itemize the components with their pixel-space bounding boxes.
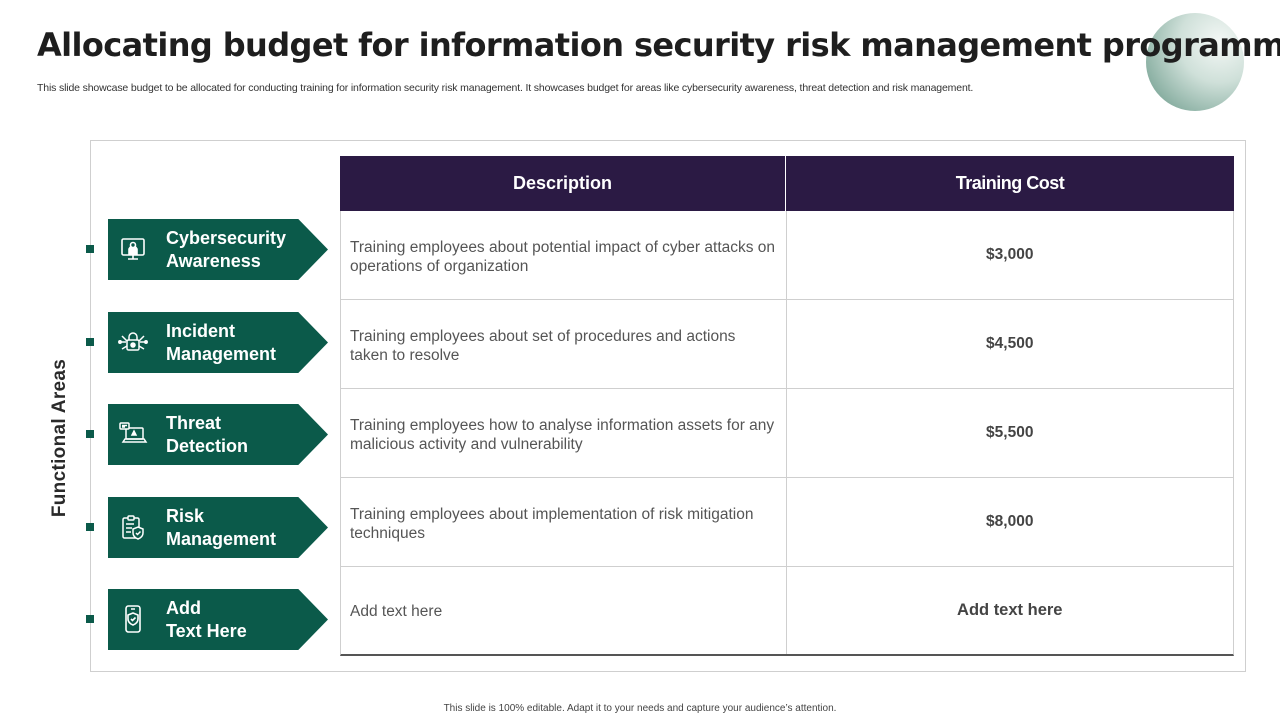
- padlock-network-icon: [118, 327, 148, 357]
- description-cell: Training employees how to analyse inform…: [341, 389, 787, 477]
- area-label: Risk Management: [166, 506, 277, 549]
- area-label: Threat Detection: [166, 413, 249, 456]
- description-cell: Training employees about set of procedur…: [341, 300, 787, 388]
- description-cell: Add text here: [341, 567, 787, 654]
- page-subtitle: This slide showcase budget to be allocat…: [37, 82, 974, 94]
- area-tag-threat-detection: Threat Detection: [108, 404, 328, 465]
- table-row: Add text here Add text here: [340, 567, 1234, 656]
- area-bullet: [86, 338, 94, 346]
- content-frame: [90, 140, 1246, 672]
- area-tag-cybersecurity-awareness: Cybersecurity Awareness: [108, 219, 328, 280]
- column-header-description: Description: [340, 156, 786, 211]
- column-header-training-cost: Training Cost: [955, 173, 1065, 193]
- cost-cell: $3,000: [986, 246, 1034, 263]
- footer-note: This slide is 100% editable. Adapt it to…: [443, 703, 837, 714]
- area-bullet: [86, 523, 94, 531]
- cost-cell: Add text here: [957, 601, 1063, 619]
- page-title: Allocating budget for information securi…: [37, 26, 1280, 64]
- area-label: Incident Management: [166, 321, 277, 364]
- mobile-shield-icon: [118, 604, 148, 634]
- hacker-screen-icon: [118, 234, 148, 264]
- laptop-alert-icon: [118, 419, 148, 449]
- area-tag-risk-management: Risk Management: [108, 497, 328, 558]
- area-label: Add Text Here: [166, 598, 247, 641]
- area-bullet: [86, 245, 94, 253]
- cost-cell: $4,500: [986, 335, 1034, 352]
- cost-cell: $8,000: [986, 513, 1034, 530]
- table-row: Training employees how to analyse inform…: [340, 389, 1234, 478]
- decorative-circle: [1146, 13, 1244, 111]
- table-header: Description Training Cost: [340, 156, 1234, 211]
- area-tag-incident-management: Incident Management: [108, 312, 328, 373]
- description-cell: Training employees about implementation …: [341, 478, 787, 566]
- area-tag-add-text-here: Add Text Here: [108, 589, 328, 650]
- table-row: Training employees about potential impac…: [340, 211, 1234, 300]
- description-cell: Training employees about potential impac…: [341, 211, 787, 299]
- table-row: Training employees about implementation …: [340, 478, 1234, 567]
- clipboard-shield-icon: [118, 512, 148, 542]
- cost-cell: $5,500: [986, 424, 1034, 441]
- table-row: Training employees about set of procedur…: [340, 300, 1234, 389]
- area-bullet: [86, 615, 94, 623]
- area-label: Cybersecurity Awareness: [166, 228, 287, 271]
- functional-areas-label: Functional Areas: [49, 358, 70, 518]
- area-bullet: [86, 430, 94, 438]
